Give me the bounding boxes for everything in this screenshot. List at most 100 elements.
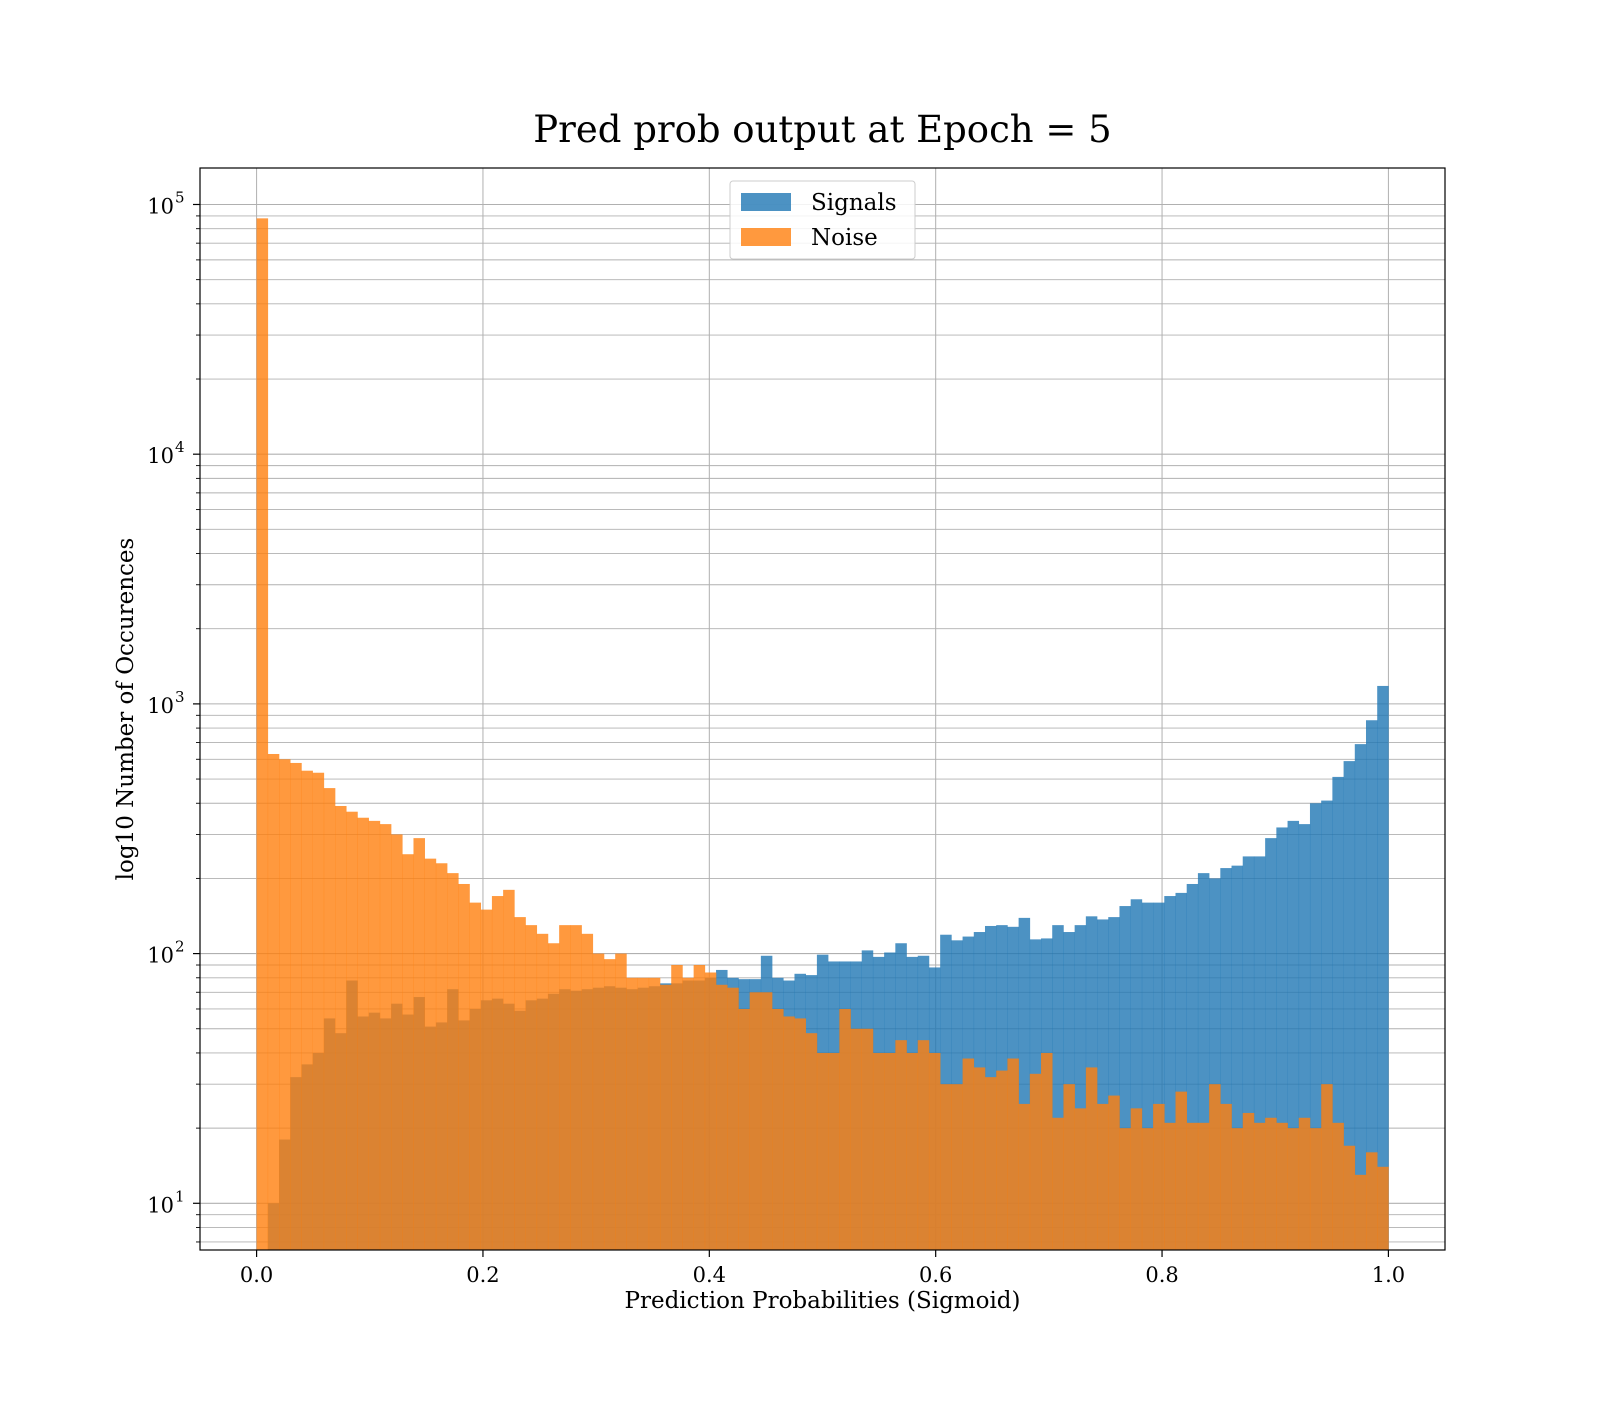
histogram-bar-noise: [615, 953, 627, 1250]
histogram-bar-noise: [850, 1028, 863, 1250]
y-tick-exponent: 4: [175, 438, 185, 456]
histogram-bar-noise: [1365, 1152, 1378, 1250]
legend-swatch-noise: [741, 228, 791, 246]
histogram-bar-noise: [996, 1070, 1008, 1250]
histogram-bar-noise: [1354, 1174, 1367, 1250]
histogram-bar-noise: [805, 1033, 818, 1250]
y-tick-exponent: 5: [175, 188, 185, 206]
x-tick-label: 0.6: [919, 1263, 952, 1287]
histogram-bar-noise: [1029, 1073, 1042, 1250]
histogram-bar-noise: [1108, 1095, 1120, 1250]
histogram-bar-signals: [1298, 824, 1311, 1250]
histogram-bar-noise: [973, 1067, 986, 1250]
histogram-bar-noise: [1041, 1052, 1053, 1250]
histogram-bar-noise: [861, 1028, 874, 1250]
histogram-bar-noise: [1007, 1058, 1019, 1250]
histogram-bar-noise: [648, 977, 661, 1250]
histogram-bar-signals: [1175, 892, 1187, 1250]
x-tick-label: 0.8: [1145, 1263, 1178, 1287]
y-tick-exponent: 3: [175, 688, 185, 706]
histogram-bar-noise: [884, 1052, 896, 1250]
plot-frame: [199, 167, 1446, 1251]
histogram-bar-noise: [928, 1052, 941, 1250]
series-noise: [256, 218, 1389, 1250]
histogram-bar-noise: [1186, 1122, 1199, 1250]
histogram-bar-noise: [1220, 1103, 1232, 1250]
histogram-bar-signals: [1231, 865, 1244, 1250]
histogram-bar-signals: [1130, 899, 1143, 1250]
histogram-bar-noise: [716, 984, 728, 1250]
histogram-bar-noise: [335, 805, 347, 1250]
histogram-bar-noise: [514, 917, 526, 1250]
histogram-bar-signals: [1164, 896, 1176, 1250]
y-axis-label: log10 Number of Occurences: [113, 538, 139, 881]
histogram-bar-noise: [592, 953, 605, 1250]
histogram-bar-noise: [1321, 1084, 1333, 1250]
histogram-bar-signals: [1108, 917, 1120, 1250]
histogram-bar-noise: [1265, 1117, 1277, 1250]
histogram-bar-noise: [816, 1052, 829, 1250]
histogram-bar-noise: [379, 824, 392, 1250]
histogram-bar-noise: [312, 772, 325, 1250]
histogram-bar-noise: [1097, 1103, 1109, 1250]
histogram-bar-noise: [1018, 1103, 1031, 1250]
histogram-bar-signals: [1197, 873, 1210, 1250]
histogram-bar-noise: [368, 820, 381, 1250]
histogram-bar-noise: [581, 933, 594, 1250]
histogram-bar-signals: [1309, 803, 1322, 1250]
histogram-bar-signals: [1097, 919, 1109, 1250]
histogram-bar-noise: [1209, 1084, 1221, 1250]
histogram-bar-noise: [279, 759, 291, 1250]
histogram-bar-noise: [1164, 1122, 1176, 1250]
histogram-bar-signals: [1242, 856, 1255, 1250]
histogram-bar-signals: [1287, 820, 1300, 1250]
histogram-bar-signals: [1354, 744, 1367, 1250]
x-tick-label: 0.2: [466, 1263, 499, 1287]
x-tick-label: 1.0: [1372, 1263, 1405, 1287]
x-axis-label: Prediction Probabilities (Sigmoid): [625, 1288, 1021, 1314]
histogram-bar-noise: [402, 854, 414, 1250]
histogram-bar-noise: [1141, 1128, 1154, 1250]
histogram-bar-noise: [727, 987, 739, 1250]
y-tick-exponent: 2: [175, 938, 185, 956]
histogram-bar-noise: [951, 1084, 963, 1250]
histogram-bar-noise: [525, 925, 538, 1250]
y-tick-label: 10: [147, 944, 174, 968]
histogram-bar-signals: [1018, 917, 1031, 1250]
histogram-bar-noise: [1276, 1122, 1288, 1250]
y-tick-label: 10: [147, 194, 174, 218]
histogram-bar-noise: [693, 965, 706, 1250]
histogram-bar-noise: [828, 1052, 840, 1250]
histogram-bar-signals: [1365, 720, 1378, 1250]
histogram-bar-signals: [1074, 925, 1087, 1250]
legend-label-signals: Signals: [811, 190, 897, 216]
y-tick-exponent: 1: [175, 1187, 185, 1205]
histogram-bar-noise: [682, 977, 694, 1250]
histogram-bar-noise: [435, 863, 448, 1250]
histogram-bar-noise: [906, 1052, 919, 1250]
legend-label-noise: Noise: [811, 225, 878, 251]
histogram-bar-noise: [290, 762, 302, 1250]
histogram-bar-signals: [1220, 868, 1232, 1250]
histogram-bar-noise: [1119, 1128, 1131, 1250]
histogram-bar-signals: [1321, 800, 1333, 1250]
histogram-bar-noise: [1074, 1108, 1087, 1250]
histogram-bar-noise: [458, 883, 470, 1250]
histogram-bar-noise: [1063, 1084, 1075, 1250]
histogram-bar-noise: [783, 1016, 795, 1250]
histogram-bar-noise: [536, 933, 549, 1250]
histogram-bar-noise: [917, 1040, 930, 1250]
histogram-bar-noise: [503, 889, 515, 1250]
legend-swatch-signals: [741, 193, 791, 211]
x-tick-label: 0.4: [693, 1263, 726, 1287]
y-tick-label: 10: [147, 694, 174, 718]
histogram-bar-signals: [1265, 838, 1277, 1250]
histogram-bar-noise: [671, 965, 683, 1250]
histogram-bar-signals: [1186, 883, 1199, 1250]
histogram-bar-noise: [704, 972, 717, 1250]
y-tick-label: 10: [147, 1193, 174, 1217]
histogram-bar-noise: [738, 1008, 750, 1250]
